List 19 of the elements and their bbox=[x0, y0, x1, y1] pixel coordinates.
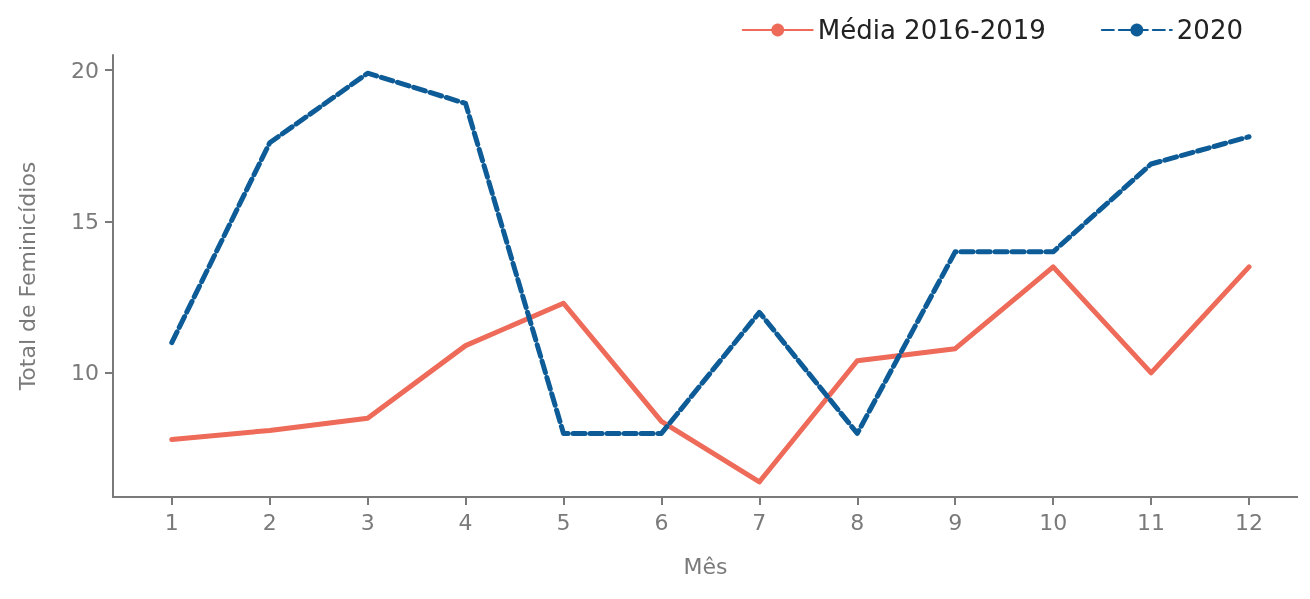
x-axis-title: Mês bbox=[683, 553, 728, 579]
y-tick-label: 20 bbox=[71, 57, 99, 83]
x-tick-label: 7 bbox=[752, 509, 767, 535]
x-tick-label: 5 bbox=[556, 509, 571, 535]
x-tick-label: 11 bbox=[1137, 509, 1166, 535]
x-tick-label: 4 bbox=[458, 509, 473, 535]
x-tick-label: 3 bbox=[360, 509, 375, 535]
legend-label: Média 2016-2019 bbox=[817, 15, 1046, 45]
x-tick-label: 9 bbox=[948, 509, 963, 535]
legend-label: 2020 bbox=[1176, 15, 1243, 45]
x-tick-label: 1 bbox=[164, 509, 179, 535]
x-tick-label: 10 bbox=[1039, 509, 1068, 535]
y-tick-label: 15 bbox=[71, 209, 99, 235]
x-tick-label: 8 bbox=[850, 509, 865, 535]
x-tick-label: 2 bbox=[262, 509, 277, 535]
x-tick-label: 12 bbox=[1235, 509, 1264, 535]
y-axis-title: Total de Feminicídios bbox=[14, 161, 40, 392]
x-tick-label: 6 bbox=[654, 509, 669, 535]
y-tick-label: 10 bbox=[71, 360, 99, 386]
